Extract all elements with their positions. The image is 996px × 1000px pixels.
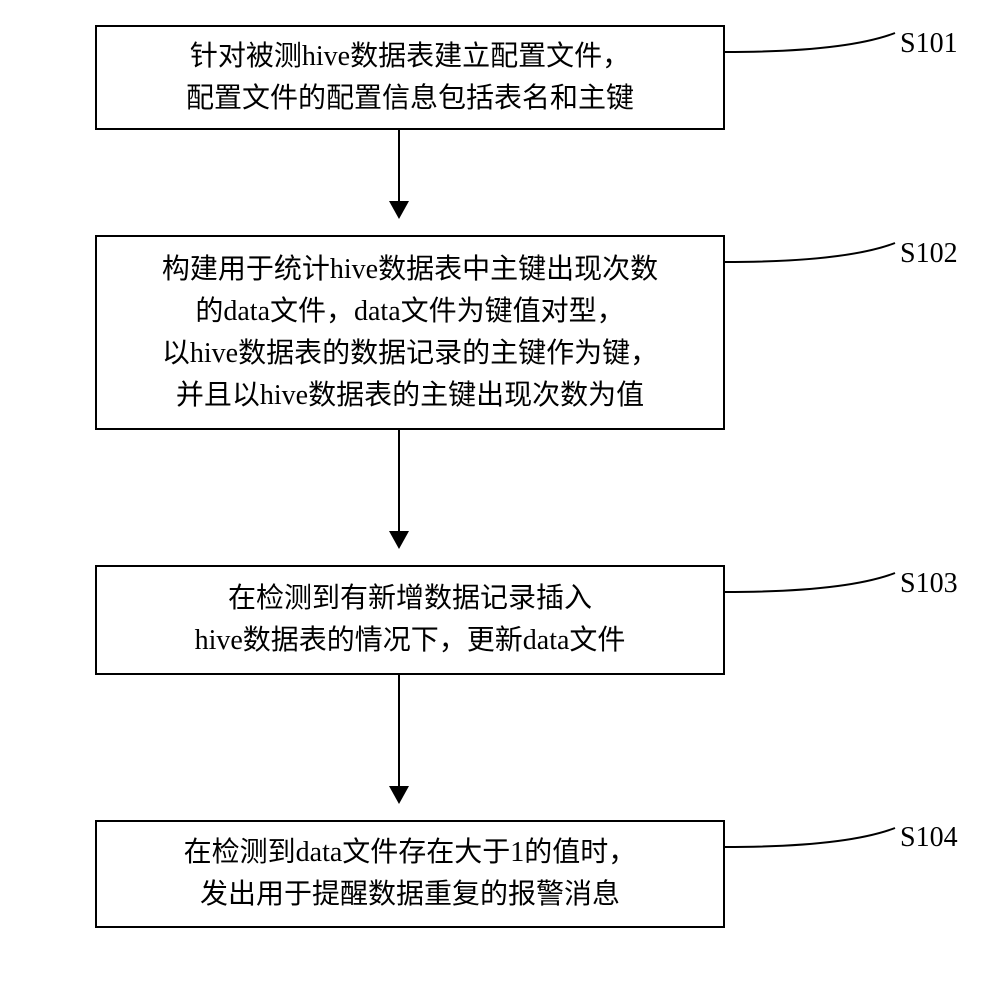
node-text-line: 以hive数据表的数据记录的主键作为键， [162,333,658,375]
connector-s104 [725,820,900,860]
node-text-line: hive数据表的情况下，更新data文件 [195,620,626,662]
node-text-line: 构建用于统计hive数据表中主键出现次数 [162,249,658,291]
node-label-s103: S103 [900,568,958,600]
flowchart-container: 针对被测hive数据表建立配置文件， 配置文件的配置信息包括表名和主键 S101… [0,0,996,1000]
connector-s101 [725,25,900,65]
node-label-s102: S102 [900,238,958,270]
node-text-line: 在检测到data文件存在大于1的值时， [184,832,637,874]
node-text-line: 针对被测hive数据表建立配置文件， [190,36,630,78]
node-text-line: 发出用于提醒数据重复的报警消息 [200,874,620,916]
node-text-line: 的data文件，data文件为键值对型， [195,291,624,333]
node-label-s101: S101 [900,28,958,60]
node-text-line: 在检测到有新增数据记录插入 [228,578,592,620]
connector-s103 [725,565,900,605]
connector-s102 [725,235,900,275]
flowchart-node-s104: 在检测到data文件存在大于1的值时， 发出用于提醒数据重复的报警消息 [95,820,725,928]
arrow-s103-s104 [398,675,400,802]
arrow-s101-s102 [398,130,400,217]
flowchart-node-s102: 构建用于统计hive数据表中主键出现次数 的data文件，data文件为键值对型… [95,235,725,430]
flowchart-node-s101: 针对被测hive数据表建立配置文件， 配置文件的配置信息包括表名和主键 [95,25,725,130]
node-label-s104: S104 [900,822,958,854]
flowchart-node-s103: 在检测到有新增数据记录插入 hive数据表的情况下，更新data文件 [95,565,725,675]
node-text-line: 配置文件的配置信息包括表名和主键 [186,78,634,120]
node-text-line: 并且以hive数据表的主键出现次数为值 [176,375,644,417]
arrow-s102-s103 [398,430,400,547]
